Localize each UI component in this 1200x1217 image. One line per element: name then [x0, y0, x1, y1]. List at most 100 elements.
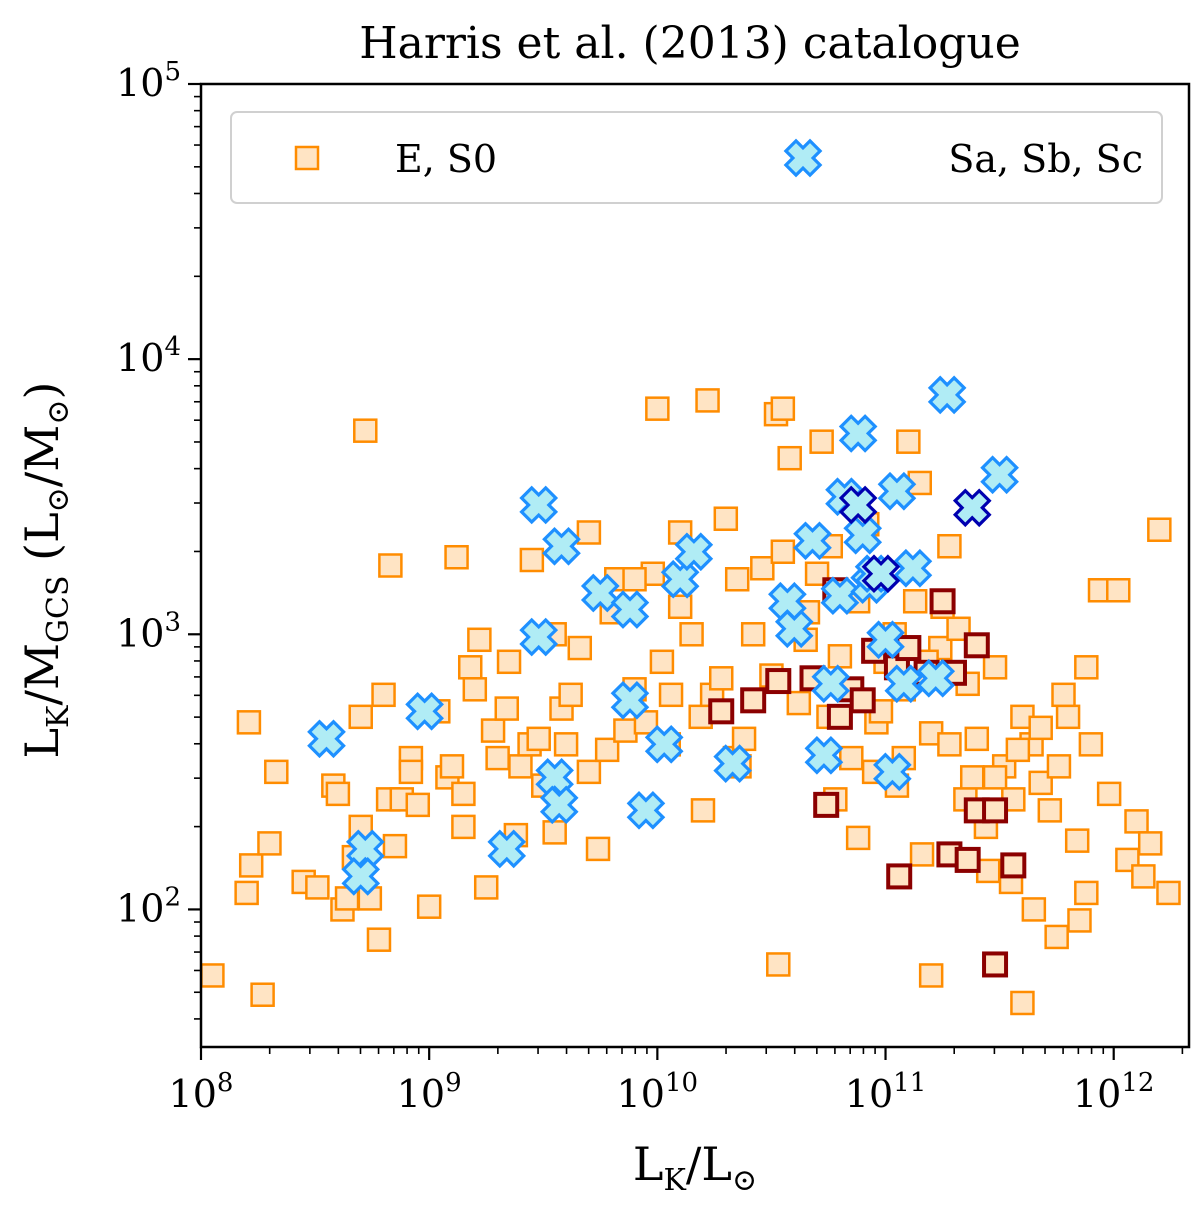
data-point-e-s0	[451, 781, 476, 807]
data-point-e-s0	[633, 710, 659, 735]
data-point-e-s0	[526, 726, 551, 752]
data-point-spiral	[660, 559, 700, 599]
y-tick-label: 104	[116, 332, 181, 380]
data-point-e-s0	[371, 682, 396, 708]
data-point-e-s0	[1067, 908, 1092, 933]
data-point-e-s0-highlight	[929, 588, 956, 615]
data-point-e-s0	[236, 710, 262, 735]
data-point-e-s0-highlight	[849, 687, 876, 714]
data-point-e-s0	[839, 745, 864, 771]
data-point-e-s0	[1096, 781, 1122, 807]
data-point-e-s0	[553, 732, 579, 757]
data-point-e-s0	[1046, 754, 1072, 779]
data-point-e-s0	[444, 544, 469, 570]
data-point-e-s0	[667, 594, 693, 620]
data-point-spiral	[674, 532, 714, 572]
data-point-e-s0	[585, 836, 611, 862]
data-point-e-s0	[845, 825, 871, 851]
x-axis-label: LK/L⊙	[633, 1137, 757, 1198]
data-point-e-s0	[451, 814, 476, 840]
data-point-e-s0	[519, 547, 545, 573]
data-point-e-s0	[542, 820, 567, 845]
data-point-e-s0	[658, 682, 684, 708]
data-point-e-s0	[576, 520, 602, 545]
data-point-e-s0	[1055, 704, 1081, 730]
data-point-e-s0	[257, 831, 282, 856]
data-point-e-s0	[480, 718, 506, 743]
data-point-e-s0	[690, 798, 716, 823]
data-point-spiral	[644, 725, 684, 764]
data-point-e-s0	[1156, 880, 1181, 906]
data-point-spiral	[519, 617, 559, 657]
data-point-e-s0	[325, 781, 351, 807]
data-point-spiral	[811, 664, 851, 704]
data-point-spiral	[307, 719, 346, 759]
x-tick-label: 1010	[617, 1068, 698, 1116]
data-point-e-s0	[1037, 798, 1063, 823]
data-point-e-s0	[462, 677, 488, 702]
data-point-e-s0	[467, 627, 492, 653]
data-point-e-s0	[473, 875, 499, 900]
data-point-e-s0	[382, 833, 408, 859]
data-point-e-s0	[645, 396, 670, 421]
y-tick-label: 105	[116, 57, 181, 105]
data-point-e-s0	[1137, 831, 1163, 856]
data-point-e-s0	[786, 690, 812, 716]
data-point-e-s0-highlight	[982, 951, 1009, 978]
legend: E, S0 Sa, Sb, Sc	[230, 111, 1163, 204]
data-point-e-s0	[1021, 897, 1047, 922]
x-tick-label: 109	[397, 1068, 462, 1116]
data-point-e-s0-highlight	[954, 846, 981, 873]
data-point-e-s0	[766, 952, 791, 977]
data-point-e-s0	[777, 445, 802, 471]
data-point-e-s0	[200, 963, 225, 988]
data-point-spiral	[405, 692, 444, 731]
data-point-spiral	[838, 414, 878, 453]
data-point-spiral	[542, 526, 581, 566]
data-point-e-s0	[305, 875, 330, 900]
data-point-e-s0	[809, 429, 834, 454]
data-point-spiral	[820, 576, 860, 616]
data-point-spiral	[927, 375, 967, 415]
data-point-e-s0	[918, 963, 944, 988]
data-point-e-s0	[740, 622, 766, 647]
data-point-e-s0-highlight	[765, 668, 792, 695]
data-point-e-s0	[576, 759, 602, 785]
data-point-spiral-highlight	[952, 488, 992, 528]
data-point-e-s0	[695, 388, 720, 413]
data-point-e-s0-highlight	[963, 632, 990, 659]
data-point-e-s0	[1078, 732, 1104, 757]
data-point-e-s0	[770, 539, 796, 564]
chart-title: Harris et al. (2013) catalogue	[359, 18, 1020, 69]
data-point-e-s0	[366, 927, 392, 952]
data-point-e-s0	[1051, 682, 1076, 708]
data-point-e-s0	[713, 506, 739, 531]
points-layer	[200, 375, 1181, 1016]
legend-label-e-s0: E, S0	[395, 137, 497, 181]
data-point-e-s0	[567, 635, 593, 661]
data-point-e-s0	[622, 567, 647, 592]
data-point-spiral	[487, 829, 527, 869]
data-point-e-s0	[594, 737, 620, 763]
ticks-layer: 108 109 1010 1011 1012 102 103 104 105	[116, 57, 1184, 1116]
data-point-e-s0	[1124, 809, 1149, 834]
legend-label-spirals: Sa, Sb, Sc	[948, 137, 1143, 181]
data-point-spiral	[539, 785, 579, 825]
data-point-e-s0	[731, 726, 757, 752]
data-point-spiral	[610, 590, 650, 629]
data-point-e-s0	[1074, 655, 1099, 680]
data-point-e-s0	[398, 759, 424, 785]
data-point-spiral	[980, 455, 1019, 495]
data-point-e-s0	[964, 726, 990, 752]
data-point-spiral	[877, 471, 917, 511]
legend-box	[230, 111, 1163, 204]
data-point-e-s0	[264, 759, 289, 785]
data-point-e-s0	[1131, 864, 1156, 889]
y-axis-label: LK/MGCS (L⊙/M⊙)	[15, 381, 76, 758]
data-point-spiral	[804, 736, 844, 775]
data-point-e-s0	[485, 745, 510, 771]
data-point-e-s0	[902, 589, 928, 614]
data-point-e-s0	[1044, 924, 1069, 950]
data-point-e-s0	[1010, 990, 1035, 1016]
